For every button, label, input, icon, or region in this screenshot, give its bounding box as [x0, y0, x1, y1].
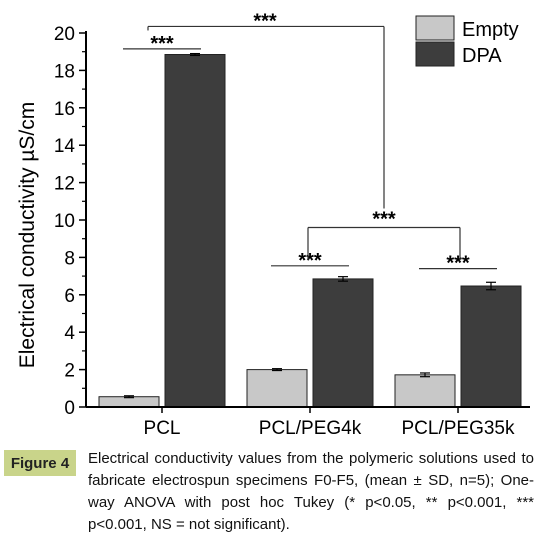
y-tick-label: 4: [64, 323, 75, 344]
y-tick-label: 18: [54, 61, 75, 82]
legend-label-dpa: DPA: [462, 45, 502, 67]
x-tick-label: PCL: [144, 418, 181, 439]
y-tick-label: 10: [54, 211, 75, 232]
figure-label: Figure 4: [4, 450, 76, 476]
legend: Empty DPA: [415, 15, 519, 67]
sig-stars-peg4k: ***: [298, 250, 322, 272]
figure-caption: Figure 4 Electrical conductivity values …: [4, 448, 534, 538]
sig-stars-top: ***: [253, 10, 277, 32]
bar-dpa-pcl-peg4k: [312, 278, 374, 408]
legend-swatch-empty: [415, 15, 455, 41]
legend-swatch-dpa: [415, 41, 455, 67]
y-tick-label: 0: [64, 398, 75, 419]
y-tick-label: 16: [54, 99, 75, 120]
bar-empty-pcl-peg4k: [246, 369, 308, 408]
sig-stars-peg35k: ***: [446, 253, 470, 275]
caption-text: Electrical conductivity values from the …: [88, 450, 534, 533]
bar-empty-pcl-peg35k: [394, 374, 456, 408]
y-axis-label: Electrical conductivity µS/cm: [16, 102, 39, 369]
y-tick-label: 20: [54, 24, 75, 45]
legend-label-empty: Empty: [462, 19, 519, 41]
y-tick-label: 2: [64, 361, 75, 382]
sig-stars-pcl: ***: [150, 33, 174, 55]
x-tick-label: PCL/PEG4k: [259, 418, 362, 439]
y-tick-label: 12: [54, 174, 75, 195]
y-tick-label: 14: [54, 136, 76, 157]
bar-empty-pcl: [98, 396, 160, 408]
bar-dpa-pcl-peg35k: [460, 285, 522, 408]
bar-dpa-pcl: [164, 54, 226, 408]
sig-stars-peg: ***: [372, 208, 396, 230]
y-tick-label: 6: [64, 286, 75, 307]
x-tick-label: PCL/PEG35k: [402, 418, 515, 439]
y-tick-label: 8: [64, 248, 75, 269]
